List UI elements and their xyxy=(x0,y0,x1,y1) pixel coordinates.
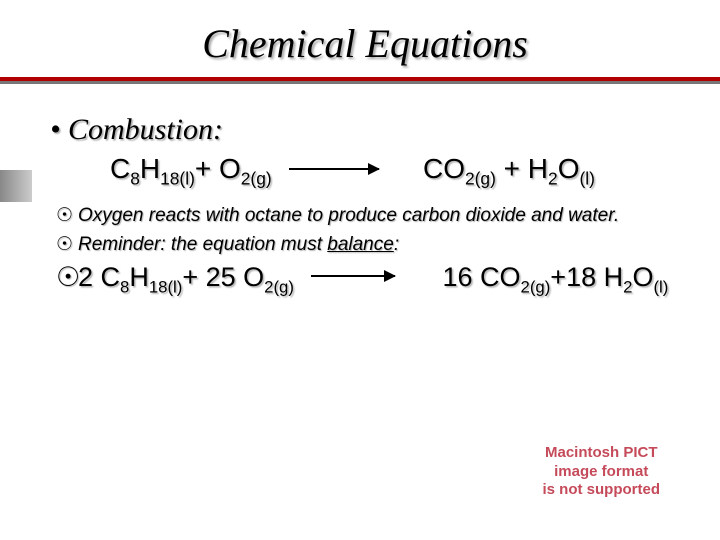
title-rule-shadow xyxy=(0,81,720,84)
eq2-rhs: 16 CO2(g)+18 H2O(l) xyxy=(442,262,668,292)
eq1-rhs: CO2(g) + H2O(l) xyxy=(423,153,595,190)
equation-unbalanced: C8H18(l)+ O2(g) CO2(g) + H2O(l) xyxy=(110,153,680,190)
pict-line-2: image format xyxy=(543,463,661,482)
pict-line-1: Macintosh PICT xyxy=(543,444,661,463)
bullet-dot: • xyxy=(50,113,68,147)
slide: Chemical Equations • Combustion: C8H18(l… xyxy=(0,0,720,540)
note-2-text: Reminder: the equation must balance: xyxy=(78,234,399,256)
side-accent xyxy=(0,170,32,202)
eq1-lhs: C8H18(l)+ O2(g) xyxy=(110,153,272,190)
eq2-lhs: 2 C8H18(l)+ 25 O2(g) xyxy=(78,262,294,292)
sun-icon: ☉ xyxy=(56,233,78,256)
equation-balanced: 2 C8H18(l)+ 25 O2(g) 16 CO2(g)+18 H2O(l) xyxy=(78,262,668,297)
arrow-icon xyxy=(289,168,379,170)
note-2: ☉ Reminder: the equation must balance: xyxy=(56,233,680,256)
equation-balanced-row: ☉ 2 C8H18(l)+ 25 O2(g) 16 CO2(g)+18 H2O(… xyxy=(56,262,680,297)
note-1: ☉ Oxygen reacts with octane to produce c… xyxy=(56,204,680,227)
pict-line-3: is not supported xyxy=(543,481,661,500)
heading-row: • Combustion: xyxy=(50,113,680,147)
title-rule xyxy=(50,77,680,85)
note-2-prefix: Reminder: the equation must xyxy=(78,234,327,255)
sun-icon: ☉ xyxy=(56,262,78,293)
note-2-suffix: : xyxy=(394,234,399,255)
note-1-text: Oxygen reacts with octane to produce car… xyxy=(78,205,619,227)
sun-icon: ☉ xyxy=(56,204,78,227)
note-2-underlined: balance xyxy=(327,234,394,255)
arrow-icon xyxy=(311,275,395,277)
slide-title: Chemical Equations xyxy=(50,20,680,67)
pict-placeholder: Macintosh PICT image format is not suppo… xyxy=(543,444,661,500)
heading-text: Combustion: xyxy=(68,113,223,147)
